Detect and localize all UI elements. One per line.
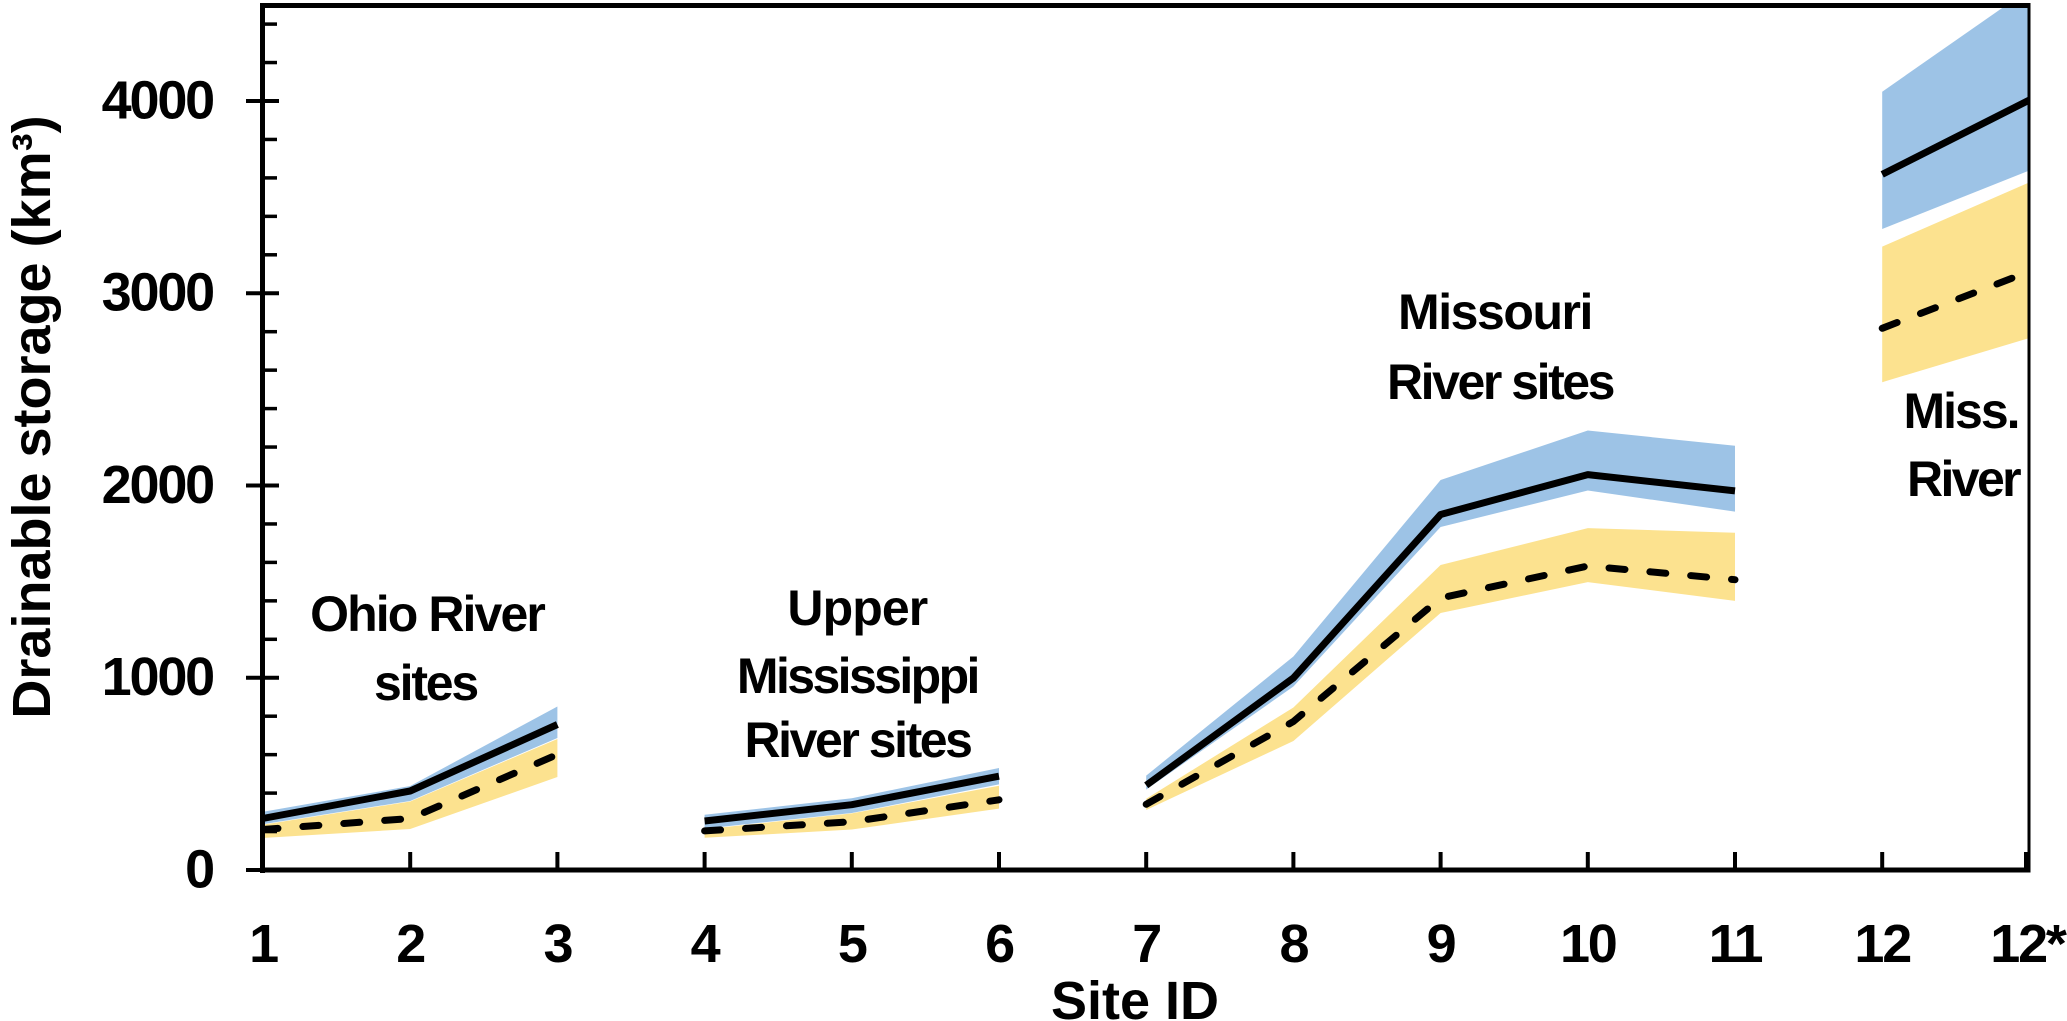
svg-text:Ohio River: Ohio River [310, 586, 545, 642]
svg-text:3000: 3000 [102, 263, 213, 323]
svg-text:Missouri: Missouri [1398, 284, 1592, 340]
svg-text:12: 12 [1854, 914, 1910, 974]
svg-text:5: 5 [838, 914, 867, 974]
svg-text:6: 6 [985, 914, 1014, 974]
svg-text:River sites: River sites [745, 712, 972, 768]
svg-text:9: 9 [1427, 914, 1456, 974]
svg-text:3: 3 [543, 914, 572, 974]
svg-text:Site ID: Site ID [1051, 971, 1219, 1021]
svg-text:1000: 1000 [102, 647, 213, 707]
svg-text:1: 1 [249, 914, 278, 974]
svg-text:sites: sites [374, 655, 477, 711]
svg-text:4: 4 [691, 914, 721, 974]
svg-text:Miss.: Miss. [1903, 383, 2018, 439]
svg-text:River: River [1907, 451, 2021, 507]
svg-text:7: 7 [1132, 914, 1160, 974]
svg-text:0: 0 [185, 839, 213, 899]
svg-text:Drainable storage (km³): Drainable storage (km³) [2, 115, 62, 718]
svg-text:River sites: River sites [1387, 354, 1614, 410]
svg-text:4000: 4000 [102, 70, 213, 130]
svg-text:Mississippi: Mississippi [737, 648, 978, 704]
svg-text:Upper: Upper [787, 580, 927, 636]
svg-text:10: 10 [1560, 914, 1616, 974]
svg-text:2: 2 [396, 914, 424, 974]
svg-text:11: 11 [1709, 914, 1763, 974]
svg-text:8: 8 [1279, 914, 1308, 974]
svg-text:12*: 12* [1990, 914, 2067, 974]
svg-text:2000: 2000 [102, 455, 213, 515]
